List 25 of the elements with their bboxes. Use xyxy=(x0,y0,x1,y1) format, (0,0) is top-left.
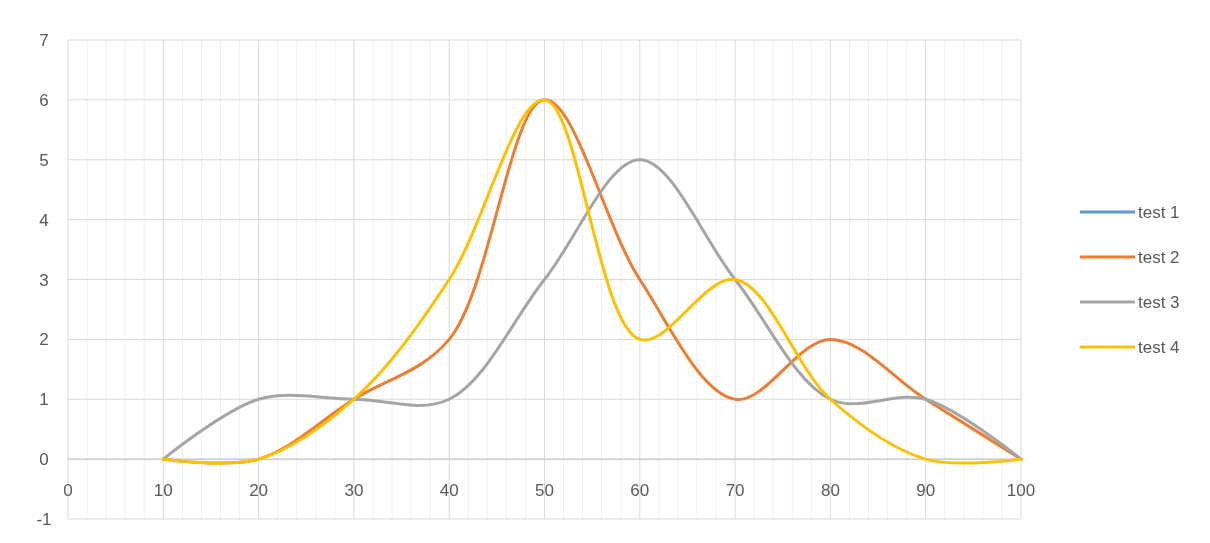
x-tick-label: 40 xyxy=(439,481,459,501)
x-tick-label: 20 xyxy=(249,481,269,501)
legend-label: test 3 xyxy=(1138,293,1180,312)
x-tick-label: 80 xyxy=(820,481,840,501)
y-tick-label: 6 xyxy=(39,90,49,110)
legend-label: test 1 xyxy=(1138,203,1180,222)
y-tick-label: 0 xyxy=(39,450,49,470)
y-tick-label: 7 xyxy=(39,31,49,50)
x-tick-label: 90 xyxy=(916,481,936,501)
y-tick-label: 1 xyxy=(39,390,49,410)
y-tick-label: -1 xyxy=(36,510,52,529)
x-tick-label: 10 xyxy=(153,481,173,501)
y-tick-label: 4 xyxy=(39,210,49,230)
x-tick-label: 60 xyxy=(630,481,650,501)
y-tick-label: 5 xyxy=(39,150,49,170)
x-tick-label: 50 xyxy=(535,481,554,501)
x-tick-label: 0 xyxy=(63,481,73,501)
y-tick-label: 3 xyxy=(39,270,49,290)
legend-label: test 4 xyxy=(1138,338,1180,357)
legend-label: test 2 xyxy=(1138,248,1180,267)
x-tick-label: 100 xyxy=(1006,481,1036,501)
x-tick-label: 70 xyxy=(725,481,745,501)
y-tick-label: 2 xyxy=(39,330,49,350)
x-tick-label: 30 xyxy=(344,481,364,501)
line-series xyxy=(161,158,1023,461)
